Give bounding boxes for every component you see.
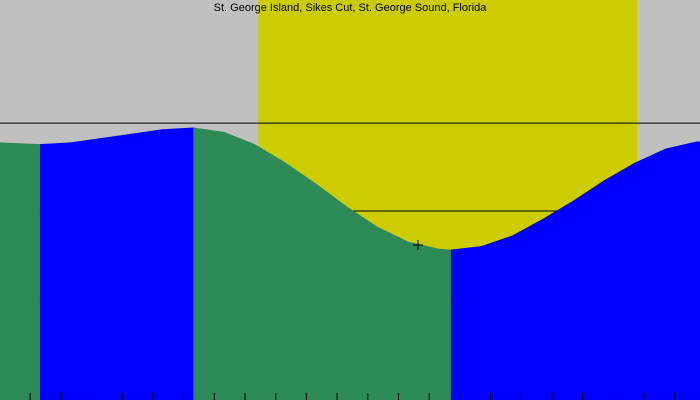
tide-area: [39, 127, 194, 400]
current-marker: [413, 240, 423, 250]
tide-area: [450, 141, 700, 400]
tide-area: [193, 127, 451, 400]
chart-title: St. George Island, Sikes Cut, St. George…: [214, 2, 488, 14]
area-layer: [0, 127, 700, 400]
tide-area: [0, 142, 40, 400]
text-layer: St. George Island, Sikes Cut, St. George…: [29, 2, 676, 400]
